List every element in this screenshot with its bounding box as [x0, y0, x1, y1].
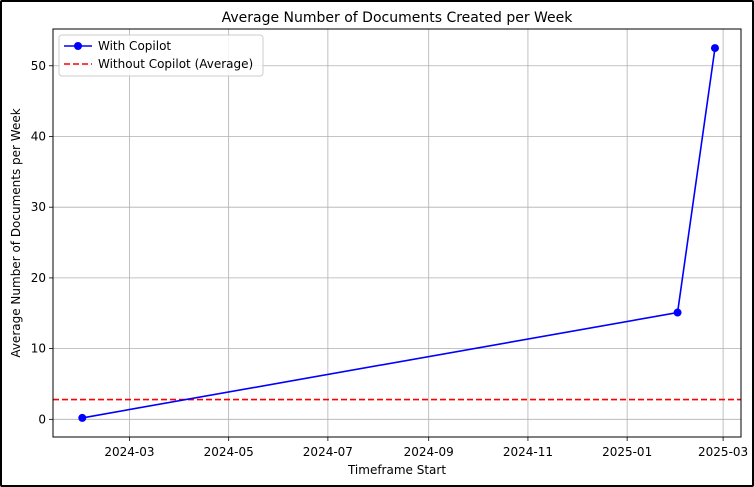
y-tick-label: 40: [31, 129, 46, 143]
y-tick-label: 30: [31, 200, 46, 214]
plot-area-border: [52, 28, 742, 438]
x-tick-label: 2024-11: [503, 445, 553, 459]
grid: [53, 29, 741, 437]
y-tick-label: 0: [38, 412, 46, 426]
with-copilot-point: [673, 308, 682, 317]
legend-box: [58, 34, 264, 77]
legend: With Copilot Without Copilot (Average): [58, 34, 264, 77]
y-tick-label: 20: [31, 271, 46, 285]
x-tick-label: 2025-01: [602, 445, 652, 459]
legend-marker-with-copilot: [74, 42, 82, 50]
with-copilot-point: [78, 413, 87, 422]
x-tick-label: 2024-09: [404, 445, 454, 459]
x-tick-label: 2024-05: [204, 445, 254, 459]
series-layer: [53, 44, 741, 422]
y-tick-label: 50: [31, 59, 46, 73]
with-copilot-line: [82, 47, 716, 419]
legend-label-with-copilot: With Copilot: [98, 39, 171, 53]
x-tick-label: 2025-03: [698, 445, 748, 459]
x-tick-label: 2024-03: [104, 445, 154, 459]
y-tick-label: 10: [31, 342, 46, 356]
chart-title: Average Number of Documents Created per …: [222, 10, 574, 26]
y-axis-label: Average Number of Documents per Week: [9, 108, 23, 357]
legend-label-without-copilot: Without Copilot (Average): [98, 57, 253, 71]
x-axis-label: Timeframe Start: [347, 463, 446, 477]
x-tick-label: 2024-07: [303, 445, 353, 459]
with-copilot-point: [710, 44, 719, 53]
axis-ticks: 2024-03 2024-05 2024-07 2024-09 2024-11 2025-…: [31, 59, 748, 459]
